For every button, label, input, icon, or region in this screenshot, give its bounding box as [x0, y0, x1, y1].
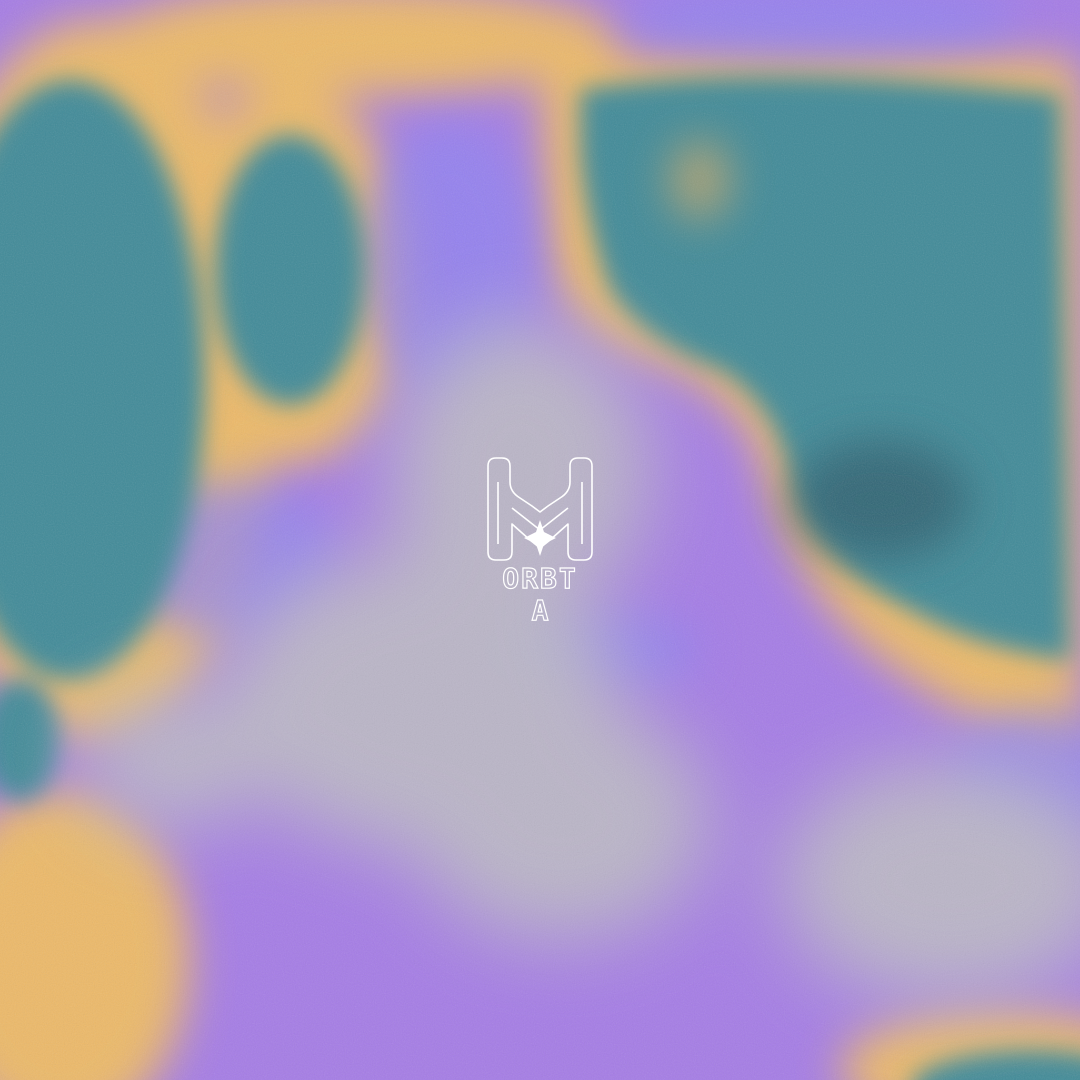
wordmark-line1: ORBT — [502, 562, 577, 595]
orbta-logo: ORBT A — [487, 457, 593, 628]
wordmark-line2: A — [532, 594, 549, 627]
